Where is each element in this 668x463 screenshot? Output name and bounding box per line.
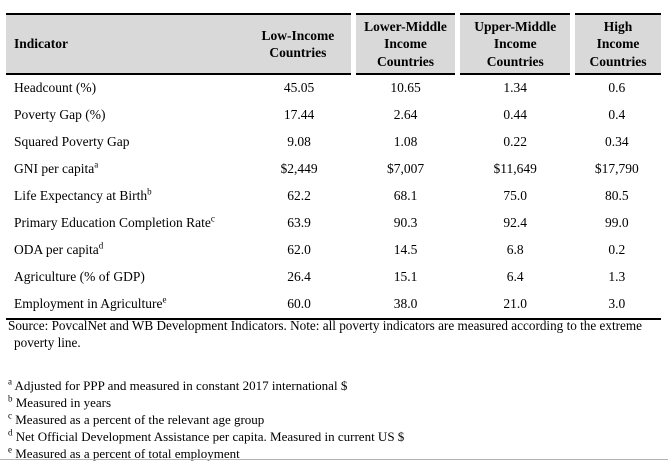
indicator-cell: Employment in Agriculturee: [6, 290, 246, 320]
value-cell: 15.1: [393, 269, 418, 285]
footnote-text: Measured as a percent of the relevant ag…: [15, 412, 265, 427]
value-cell: 99.0: [604, 215, 629, 231]
value-cell: 0.22: [503, 134, 528, 150]
indicator-cell: Squared Poverty Gap: [6, 129, 245, 156]
col-header-low-income: Low-Income Countries: [245, 13, 354, 75]
indicator-footnote-marker: b: [147, 186, 152, 197]
value-cell: 1.34: [503, 80, 528, 96]
value-cell: 6.8: [506, 242, 524, 258]
value-cell: 38.0: [353, 290, 458, 320]
table-row-employment-agriculture: Employment in Agriculturee 60.0 38.0 21.…: [6, 290, 661, 320]
header-row: Indicator Low-Income Countries Lower-Mid…: [6, 13, 661, 75]
indicator-label: Squared Poverty Gap: [14, 134, 130, 150]
indicator-label: ODA per capita: [14, 242, 99, 258]
table-row-oda-per-capita: ODA per capitad 62.0 14.5 6.8 0.2: [6, 237, 661, 264]
table-row-poverty-gap: Poverty Gap (%) 17.44 2.64 0.44 0.4: [6, 102, 661, 129]
indicator-label: GNI per capita: [14, 161, 95, 177]
table-row-gni-per-capita: GNI per capitaa $2,449 $7,007 $11,649 $1…: [6, 156, 661, 183]
value-cell: 0.44: [503, 107, 528, 123]
indicator-footnote-marker: e: [162, 294, 167, 305]
footnote-marker: a: [8, 376, 12, 387]
indicator-cell: Agriculture (% of GDP): [6, 264, 245, 291]
indicator-cell: Poverty Gap (%): [6, 102, 245, 129]
footnote-text: Net Official Development Assistance per …: [15, 429, 405, 444]
value-cell: 90.3: [393, 215, 418, 231]
indicator-footnote-marker: d: [98, 240, 104, 251]
footnote-marker: c: [8, 410, 12, 421]
value-cell: $7,007: [386, 161, 425, 177]
value-cell: 0.2: [608, 242, 626, 258]
footnote-text: Measured in years: [15, 395, 112, 410]
indicator-cell: Headcount (%): [6, 74, 245, 102]
footnote-marker: d: [8, 427, 13, 438]
bottom-divider: [0, 459, 668, 460]
table-row-squared-poverty-gap: Squared Poverty Gap 9.08 1.08 0.22 0.34: [6, 129, 661, 156]
indicator-cell: Primary Education Completion Ratec: [6, 210, 245, 237]
indicator-footnote-marker: a: [94, 159, 99, 170]
value-cell: 62.0: [287, 242, 311, 258]
indicator-label: Employment in Agriculture: [14, 296, 163, 312]
indicator-label: Poverty Gap (%): [14, 107, 106, 123]
value-cell: 14.5: [393, 242, 418, 258]
value-cell: 0.34: [604, 134, 629, 150]
footnote-marker: e: [8, 444, 12, 455]
value-cell: $11,649: [493, 161, 537, 177]
value-cell: 45.05: [283, 80, 315, 96]
value-cell: 0.6: [608, 80, 626, 96]
value-cell: $17,790: [594, 161, 639, 177]
indicator-label: Primary Education Completion Rate: [14, 215, 211, 231]
table-body: Headcount (%) 45.05 10.65 1.34 0.6 Pover…: [6, 74, 661, 320]
indicator-label: Agriculture (% of GDP): [14, 269, 145, 285]
indicator-cell: Life Expectancy at Birthb: [6, 183, 245, 210]
footnote-text: Adjusted for PPP and measured in constan…: [14, 378, 348, 393]
value-cell: 63.9: [287, 215, 311, 231]
footnote-e: e Measured as a percent of total employm…: [8, 445, 658, 462]
value-cell: 17.44: [283, 107, 315, 123]
indicator-label: Headcount (%): [14, 80, 97, 96]
value-cell: 26.4: [287, 269, 311, 285]
table-row-primary-education: Primary Education Completion Ratec 63.9 …: [6, 210, 661, 237]
footnote-d: d Net Official Development Assistance pe…: [8, 428, 658, 445]
value-cell: 75.0: [503, 188, 528, 204]
value-cell: 68.1: [393, 188, 418, 204]
table-row-headcount: Headcount (%) 45.05 10.65 1.34 0.6: [6, 74, 661, 102]
value-cell: 2.64: [393, 107, 418, 123]
table-row-life-expectancy: Life Expectancy at Birthb 62.2 68.1 75.0…: [6, 183, 661, 210]
value-cell: 80.5: [604, 188, 629, 204]
indicator-cell: ODA per capitad: [6, 237, 245, 264]
table-header: Indicator Low-Income Countries Lower-Mid…: [6, 13, 661, 75]
source-note: Source: PovcalNet and WB Development Ind…: [8, 318, 643, 350]
value-cell: 9.08: [287, 134, 311, 150]
value-cell: 92.4: [503, 215, 528, 231]
footnote-text: Measured as a percent of total employmen…: [15, 446, 240, 461]
indicator-footnote-marker: c: [210, 213, 215, 224]
value-cell: 6.4: [506, 269, 524, 285]
value-cell: 10.65: [390, 80, 421, 96]
footnotes: a Adjusted for PPP and measured in const…: [8, 377, 658, 462]
col-header-upper-middle-income: Upper-Middle Income Countries: [455, 13, 573, 75]
value-cell: 1.3: [608, 269, 626, 285]
col-header-indicator: Indicator: [6, 13, 246, 75]
indicator-label: Life Expectancy at Birth: [14, 188, 148, 204]
value-cell: 3.0: [572, 290, 661, 320]
value-cell: 0.4: [608, 107, 626, 123]
col-header-lower-middle-income: Lower-Middle Income Countries: [350, 13, 458, 75]
indicator-cell: GNI per capitaa: [6, 156, 245, 183]
value-cell: $2,449: [280, 161, 318, 177]
table-row-agriculture-gdp: Agriculture (% of GDP) 26.4 15.1 6.4 1.3: [6, 264, 661, 291]
value-cell: 1.08: [393, 134, 418, 150]
footnote-b: b Measured in years: [8, 394, 658, 411]
footnote-a: a Adjusted for PPP and measured in const…: [8, 377, 658, 394]
col-header-high-income: High Income Countries: [570, 13, 661, 75]
indicators-table: Indicator Low-Income Countries Lower-Mid…: [6, 13, 661, 320]
indicators-table-wrap: Indicator Low-Income Countries Lower-Mid…: [6, 13, 661, 320]
footnote-c: c Measured as a percent of the relevant …: [8, 411, 658, 428]
value-cell: 60.0: [245, 290, 354, 320]
value-cell: 21.0: [457, 290, 573, 320]
footnote-marker: b: [8, 393, 13, 404]
value-cell: 62.2: [287, 188, 311, 204]
